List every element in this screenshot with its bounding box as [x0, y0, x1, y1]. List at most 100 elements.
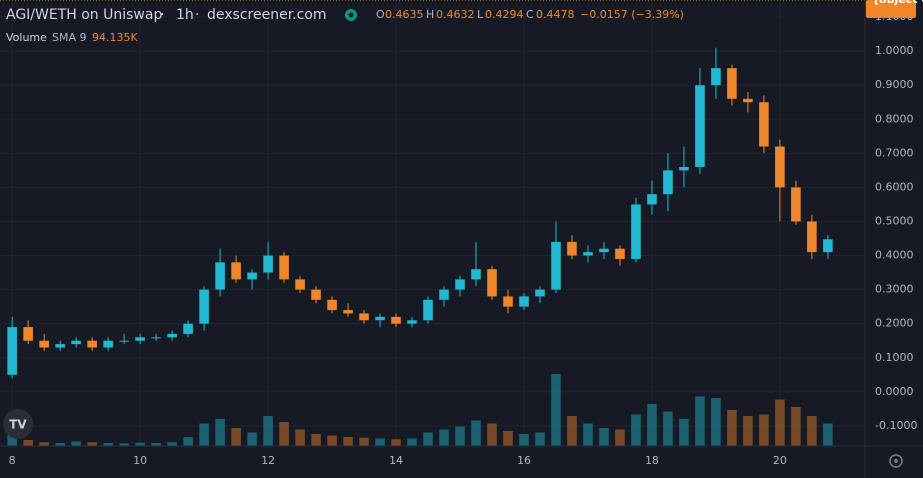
volume-bar	[775, 399, 785, 446]
volume-bar	[71, 441, 81, 446]
candle-body	[807, 221, 817, 253]
site: dexscreener.com	[207, 7, 327, 23]
volume-bar	[279, 422, 289, 446]
l-value: 0.4294	[485, 8, 524, 21]
candle-body	[359, 313, 369, 321]
x-tick-label: 10	[133, 454, 147, 467]
volume-bar	[439, 429, 449, 446]
candle-body	[23, 327, 33, 341]
volume-bar	[151, 443, 161, 446]
grid	[0, 0, 865, 446]
volume-bar	[631, 414, 641, 446]
volume-bar	[375, 438, 385, 446]
candle-body	[663, 170, 673, 195]
volume-bar	[231, 428, 241, 446]
ohlc: O 0.4635 H 0.4632 L 0.4294 C 0.4478 −0.0…	[376, 8, 684, 21]
candle-body	[519, 296, 529, 307]
candle-body	[679, 166, 689, 171]
y-tick-label: 0.4000	[875, 249, 914, 262]
candle-body	[647, 194, 657, 205]
candle-body	[759, 102, 769, 147]
last-price-label: [object Object]	[874, 0, 923, 6]
candle-body	[823, 239, 833, 253]
candle-body	[71, 340, 81, 345]
candle-body	[535, 289, 545, 297]
x-tick-label: 14	[389, 454, 403, 467]
volume-bar	[87, 442, 97, 446]
candle-body	[199, 289, 209, 324]
candle-body	[151, 337, 161, 339]
candle-body	[599, 248, 609, 253]
candle-body	[615, 248, 625, 259]
x-tick-label: 8	[9, 454, 16, 467]
plot	[0, 0, 865, 446]
x-tick-label: 16	[517, 454, 531, 467]
volume-bar	[23, 440, 33, 446]
y-tick-label: -0.1000	[875, 419, 917, 432]
candle-body	[103, 340, 113, 348]
volume-bar	[135, 442, 145, 446]
candle-body	[135, 337, 145, 341]
candle-body	[279, 255, 289, 280]
volume-bar	[183, 437, 193, 446]
candle-body	[183, 323, 193, 334]
candle-body	[311, 289, 321, 300]
volume-bar	[343, 437, 353, 446]
volume-bar	[551, 374, 561, 446]
volume-bar	[407, 438, 417, 446]
candle-body	[487, 269, 497, 297]
separator: ·	[195, 7, 199, 23]
y-tick-label: 0.0000	[875, 385, 914, 398]
volume-bar	[39, 442, 49, 446]
candle-body	[87, 340, 97, 348]
y-tick-label: 0.7000	[875, 146, 914, 159]
volume-bar	[759, 414, 769, 446]
sma-label: SMA 9	[52, 31, 87, 44]
candle-body	[503, 296, 513, 307]
candle-body	[727, 68, 737, 99]
candle-body	[423, 299, 433, 321]
last-price-badge	[866, 0, 916, 18]
candle-body	[7, 327, 17, 375]
volume-label: Volume	[6, 31, 47, 44]
candle-body	[375, 316, 385, 321]
volume-bar	[599, 428, 609, 446]
status-icon-dot	[348, 12, 354, 18]
c-value: 0.4478	[536, 8, 575, 21]
volume-bar	[663, 411, 673, 446]
candle-body	[567, 241, 577, 256]
candle-body	[439, 289, 449, 300]
candle-body	[711, 68, 721, 86]
h-value: 0.4632	[436, 8, 475, 21]
candle-body	[695, 85, 705, 167]
volume-bar	[295, 429, 305, 446]
interval: 1h	[176, 7, 194, 23]
volume-bar	[119, 443, 129, 446]
candle-body	[247, 272, 257, 280]
volume-bar	[615, 429, 625, 446]
y-tick-label: 1.0000	[875, 44, 914, 57]
volume-bar	[199, 423, 209, 446]
candle-body	[455, 279, 465, 290]
l-label: L	[477, 8, 484, 21]
y-tick-label: 0.3000	[875, 283, 914, 296]
y-tick-label: 0.6000	[875, 180, 914, 193]
settings-icon[interactable]	[889, 454, 903, 468]
h-label: H	[426, 8, 434, 21]
x-tick-label: 12	[261, 454, 275, 467]
volume-bar	[807, 416, 817, 446]
candle-body	[471, 269, 481, 280]
candle-body	[343, 310, 353, 314]
o-label: O	[376, 8, 385, 21]
tv-logo: TV	[3, 409, 33, 439]
y-tick-label: 0.9000	[875, 78, 914, 91]
volume-bar	[647, 404, 657, 446]
candle-body	[391, 316, 401, 324]
candle-body	[551, 241, 561, 290]
volume-bar	[727, 410, 737, 446]
volume-bar	[535, 432, 545, 446]
volume-bar	[391, 439, 401, 446]
volume-bar	[215, 419, 225, 446]
